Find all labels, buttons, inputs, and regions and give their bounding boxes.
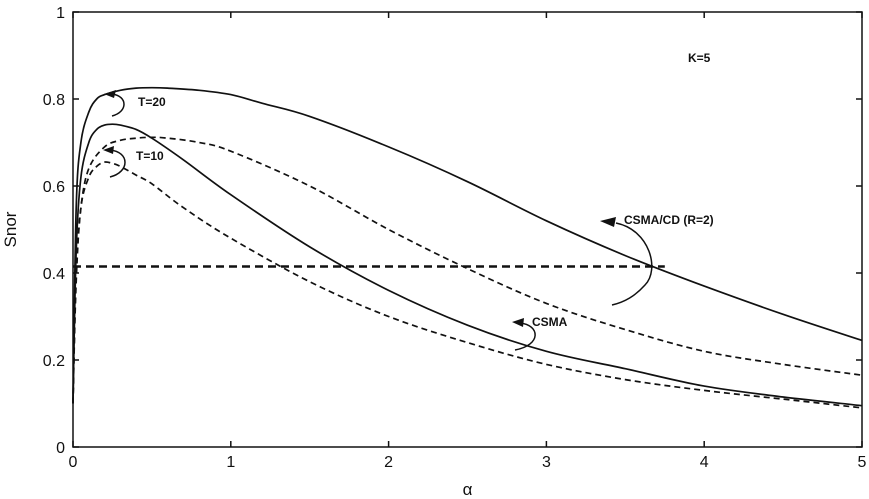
series-layer (72, 86, 863, 409)
annotation-arrow-csma (514, 322, 536, 351)
annotation-arrow-t10-head (103, 146, 114, 154)
annotation-k: K=5 (688, 51, 711, 65)
x-tick-label: 0 (69, 454, 78, 471)
x-tick-label: 5 (858, 454, 867, 471)
y-tick-label: 0.8 (43, 92, 65, 109)
series-line-3 (72, 123, 863, 407)
annotation-csmacd: CSMA/CD (R=2) (624, 213, 714, 227)
y-tick-label: 1 (56, 5, 65, 22)
annotation-layer: K=5 T=20 T=10 CSMA/CD (R=2) CSMA (103, 51, 714, 351)
annotation-arrow-csmacd (611, 222, 653, 306)
annotation-t20: T=20 (138, 95, 166, 109)
annotation-arrow-t20 (111, 93, 125, 117)
series-line-4 (72, 161, 863, 409)
series-line-1 (72, 86, 863, 404)
x-axis-title: α (463, 480, 473, 499)
annotation-arrow-csmacd-head (600, 217, 616, 227)
axes: 0 1 2 3 4 5 0 0.2 0.4 0.6 0.8 1 α Snor (1, 5, 867, 499)
series-line-2 (72, 136, 863, 404)
y-tick-label: 0.2 (43, 353, 65, 370)
annotation-arrow-csma-head (512, 318, 524, 327)
x-tick-label: 2 (384, 454, 393, 471)
annotation-arrow-t20-head (104, 90, 116, 98)
x-tick-label: 4 (700, 454, 709, 471)
plot-frame (72, 11, 863, 448)
y-tick-label: 0.6 (43, 179, 65, 196)
x-tick-label: 1 (226, 454, 235, 471)
x-tick-label: 3 (542, 454, 551, 471)
y-axis-title: Snor (1, 211, 20, 247)
annotation-csma: CSMA (532, 315, 568, 329)
y-tick-label: 0.4 (43, 266, 65, 283)
annotation-t10: T=10 (136, 149, 164, 163)
annotation-arrow-t10 (109, 149, 126, 178)
y-tick-label: 0 (56, 440, 65, 457)
